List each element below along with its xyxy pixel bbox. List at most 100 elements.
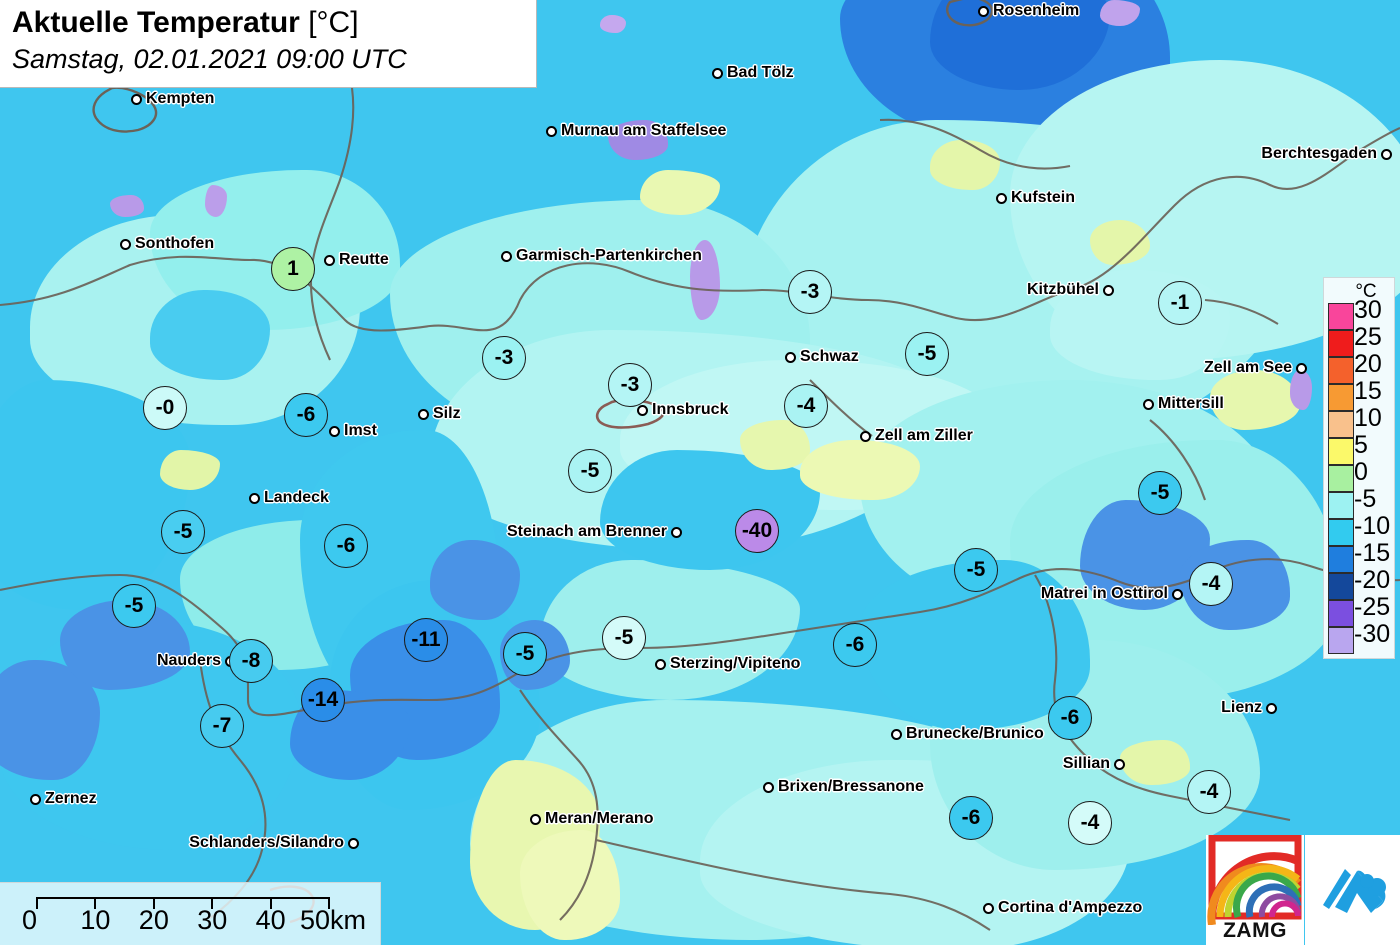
city-dot-icon [978,5,989,17]
city-marker[interactable]: Bad Tölz [712,64,794,82]
city-marker[interactable]: Cortina d'Ampezzo [983,899,1142,917]
city-label: Kufstein [1011,189,1075,206]
city-marker[interactable]: Landeck [249,489,329,507]
temperature-marker[interactable]: -5 [161,510,205,554]
temperature-marker[interactable]: -5 [602,616,646,660]
city-marker[interactable]: Schwaz [785,348,859,366]
legend-row: -10 [1324,513,1394,546]
city-label: Schwaz [800,348,859,365]
temperature-marker[interactable]: -3 [608,363,652,407]
temperature-marker[interactable]: -5 [568,449,612,493]
legend-label: -10 [1354,512,1391,540]
map-title-box: Aktuelle Temperatur [°C] Samstag, 02.01.… [0,0,537,88]
city-label: Reutte [339,251,389,268]
city-marker[interactable]: Schlanders/Silandro [189,834,359,852]
temperature-marker[interactable]: -0 [143,386,187,430]
city-marker[interactable]: Matrei in Osttirol [1041,585,1183,603]
temperature-marker[interactable]: -3 [788,270,832,314]
city-marker[interactable]: Nauders [157,652,236,670]
city-marker[interactable]: Murnau am Staffelsee [546,122,726,140]
city-marker[interactable]: Lienz [1221,699,1277,717]
city-marker[interactable]: Berchtesgaden [1261,145,1392,163]
temperature-marker[interactable]: -40 [735,509,779,553]
city-marker[interactable]: Reutte [324,251,389,269]
zamg-logo: ZAMG [1206,834,1304,945]
city-marker[interactable]: Mittersill [1143,395,1224,413]
legend-swatch [1328,600,1354,627]
legend-row: 15 [1324,378,1394,411]
city-marker[interactable]: Rosenheim [978,2,1079,20]
city-dot-icon [1103,284,1114,296]
scale-label: 10 [80,905,111,935]
scale-label: 30 [197,905,228,935]
city-label: Murnau am Staffelsee [561,122,727,139]
city-label: Kempten [146,90,215,107]
city-marker[interactable]: Sillian [1063,755,1125,773]
city-label: Rosenheim [993,2,1080,19]
city-label: Imst [344,422,377,439]
city-label: Kitzbühel [1027,281,1099,298]
city-marker[interactable]: Brixen/Bressanone [763,778,924,796]
temperature-marker[interactable]: -5 [503,632,547,676]
temperature-marker[interactable]: -4 [784,384,828,428]
city-label: Garmisch-Partenkirchen [516,247,702,264]
temperature-marker[interactable]: -4 [1187,770,1231,814]
city-marker[interactable]: Sonthofen [120,235,214,253]
temperature-marker[interactable]: -8 [229,639,273,683]
city-marker[interactable]: Kufstein [996,189,1075,207]
temperature-marker[interactable]: -1 [1158,281,1202,325]
temperature-marker[interactable]: -14 [301,678,345,722]
geosphere-logo [1305,835,1400,945]
city-dot-icon [655,658,666,670]
city-marker[interactable]: Imst [329,422,377,440]
legend-swatch [1328,627,1354,654]
temperature-marker[interactable]: -5 [954,548,998,592]
city-marker[interactable]: Zernez [30,790,97,808]
city-marker[interactable]: Kitzbühel [1027,281,1114,299]
city-marker[interactable]: Silz [418,405,461,423]
legend-swatch [1328,411,1354,438]
legend-label: 0 [1354,458,1368,486]
city-label: Innsbruck [652,401,729,418]
city-label: Silz [433,405,461,422]
temperature-marker[interactable]: -4 [1189,562,1233,606]
city-marker[interactable]: Zell am See [1204,359,1307,377]
city-label: Berchtesgaden [1261,145,1377,162]
temperature-marker[interactable]: 1 [271,247,315,291]
city-marker[interactable]: Steinach am Brenner [507,523,682,541]
city-marker[interactable]: Sterzing/Vipiteno [655,655,800,673]
city-dot-icon [131,93,142,105]
temperature-marker[interactable]: -7 [200,704,244,748]
temperature-marker[interactable]: -3 [482,336,526,380]
city-marker[interactable]: Brunecke/Brunico [891,725,1044,743]
temperature-marker[interactable]: -6 [1048,696,1092,740]
city-marker[interactable]: Innsbruck [637,401,728,419]
city-marker[interactable]: Zell am Ziller [860,427,973,445]
temperature-marker[interactable]: -6 [949,796,993,840]
city-label: Landeck [264,489,329,506]
temperature-marker[interactable]: -4 [1068,801,1112,845]
legend-row: -5 [1324,486,1394,519]
legend-label: 30 [1354,296,1382,324]
city-label: Sillian [1062,755,1110,772]
city-dot-icon [546,125,557,137]
scale-label: 0 [22,905,38,935]
temperature-marker[interactable]: -5 [905,332,949,376]
temperature-marker[interactable]: -5 [112,584,156,628]
temperature-marker[interactable]: -6 [324,524,368,568]
temperature-marker[interactable]: -5 [1138,471,1182,515]
city-marker[interactable]: Meran/Merano [530,810,653,828]
legend-label: 10 [1354,404,1382,432]
temperature-marker[interactable]: -11 [404,618,448,662]
city-marker[interactable]: Kempten [131,90,214,108]
temperature-marker[interactable]: -6 [833,623,877,667]
city-dot-icon [1296,362,1307,374]
city-dot-icon [418,408,429,420]
temperature-legend: °C 30 25 20 15 10 5 0 -5 -10 -15 -20 -25 -30 [1323,277,1395,659]
city-marker[interactable]: Garmisch-Partenkirchen [501,247,702,265]
temperature-marker[interactable]: -6 [284,393,328,437]
city-label: Brixen/Bressanone [778,778,924,795]
legend-label: -25 [1354,593,1391,621]
city-dot-icon [530,813,541,825]
legend-swatch [1328,519,1354,546]
